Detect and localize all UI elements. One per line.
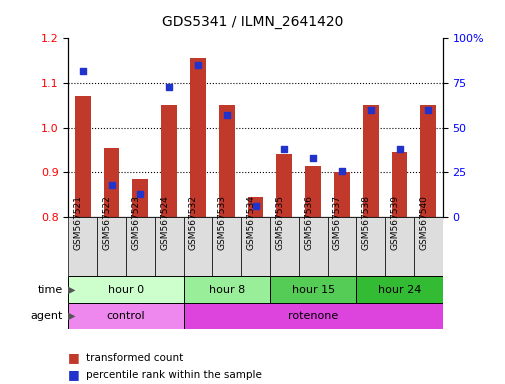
Point [136, 191, 144, 197]
Bar [183, 217, 212, 276]
Point [165, 84, 173, 90]
Text: control: control [107, 311, 145, 321]
Bar [68, 217, 97, 276]
Point [395, 146, 403, 152]
Text: ▶: ▶ [68, 285, 75, 295]
Text: GSM567539: GSM567539 [390, 195, 399, 250]
Bar [247, 197, 263, 217]
Point [337, 167, 345, 174]
Text: rotenone: rotenone [287, 311, 338, 321]
Text: percentile rank within the sample: percentile rank within the sample [86, 370, 262, 380]
Bar [384, 217, 413, 276]
Text: ■: ■ [68, 368, 80, 381]
Bar [212, 217, 241, 276]
Bar [218, 105, 234, 217]
Bar [391, 152, 407, 217]
Text: GSM567536: GSM567536 [304, 195, 313, 250]
Text: agent: agent [31, 311, 63, 321]
Bar [155, 217, 183, 276]
Bar [97, 217, 126, 276]
Text: time: time [38, 285, 63, 295]
Text: GSM567538: GSM567538 [361, 195, 370, 250]
Point [280, 146, 288, 152]
Text: hour 8: hour 8 [208, 285, 244, 295]
Text: hour 24: hour 24 [377, 285, 420, 295]
Bar [241, 217, 269, 276]
Bar [104, 148, 119, 217]
Text: GSM567521: GSM567521 [74, 195, 82, 250]
Text: GSM567522: GSM567522 [103, 195, 111, 250]
Bar [190, 58, 206, 217]
Bar [75, 96, 90, 217]
Bar [413, 217, 442, 276]
Bar [68, 303, 183, 329]
Point [78, 68, 86, 74]
Bar [420, 105, 435, 217]
Point [424, 107, 432, 113]
Point [366, 107, 374, 113]
Bar [126, 217, 155, 276]
Bar [183, 303, 442, 329]
Bar [183, 276, 269, 303]
Point [222, 112, 230, 118]
Text: ▶: ▶ [68, 311, 75, 321]
Text: hour 15: hour 15 [291, 285, 334, 295]
Text: GSM567532: GSM567532 [188, 195, 197, 250]
Text: GSM567535: GSM567535 [275, 195, 284, 250]
Text: GDS5341 / ILMN_2641420: GDS5341 / ILMN_2641420 [162, 15, 343, 29]
Bar [269, 217, 298, 276]
Text: transformed count: transformed count [86, 353, 183, 362]
Text: GSM567534: GSM567534 [246, 195, 255, 250]
Bar [298, 217, 327, 276]
Bar [362, 105, 378, 217]
Bar [68, 276, 183, 303]
Bar [276, 154, 292, 217]
Bar [305, 166, 321, 217]
Bar [356, 217, 384, 276]
Bar [327, 217, 356, 276]
Bar [132, 179, 148, 217]
Bar [356, 276, 442, 303]
Bar [161, 105, 177, 217]
Text: GSM567523: GSM567523 [131, 195, 140, 250]
Text: ■: ■ [68, 351, 80, 364]
Bar [269, 276, 356, 303]
Text: GSM567533: GSM567533 [217, 195, 226, 250]
Text: GSM567537: GSM567537 [332, 195, 341, 250]
Text: GSM567540: GSM567540 [419, 195, 428, 250]
Point [251, 203, 259, 209]
Text: GSM567524: GSM567524 [160, 195, 169, 250]
Point [309, 155, 317, 161]
Point [193, 62, 201, 68]
Point [107, 182, 115, 188]
Text: hour 0: hour 0 [108, 285, 144, 295]
Bar [333, 172, 349, 217]
